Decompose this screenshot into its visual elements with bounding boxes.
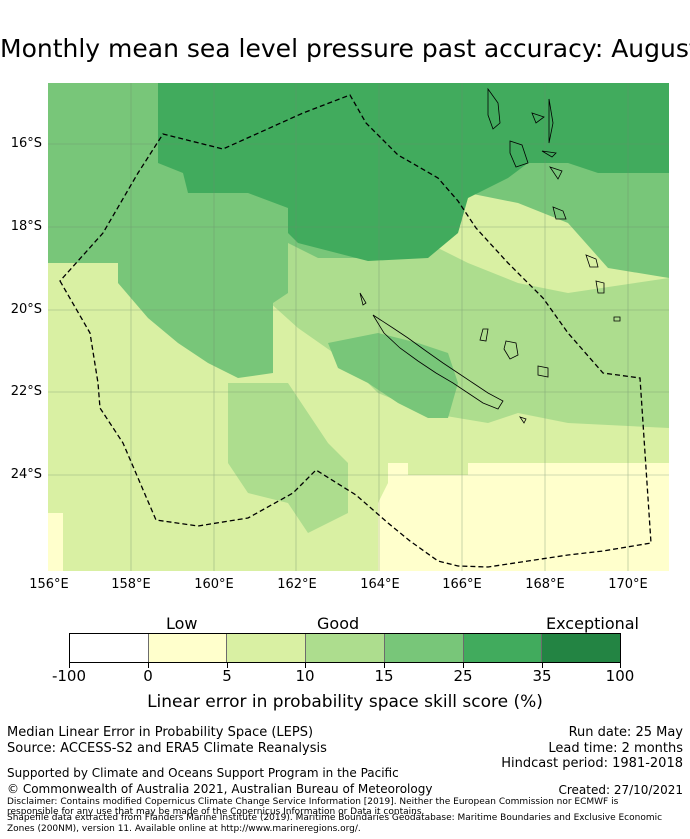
colorbar: [69, 633, 621, 663]
colorbar-segment: [384, 634, 464, 662]
colorbar-tick: [463, 663, 464, 668]
map-title: Monthly mean sea level pressure past acc…: [0, 34, 690, 63]
legend-category-good: Good: [317, 614, 360, 633]
colorbar-tick: [620, 663, 621, 668]
lon-label-170e: 170°E: [608, 577, 648, 592]
coastlines: [359, 87, 621, 424]
colorbar-tick-label: 15: [374, 667, 394, 685]
footer-supported: Supported by Climate and Oceans Support …: [7, 766, 399, 780]
colorbar-tick: [305, 663, 306, 668]
zone-0-5: [378, 463, 669, 571]
footer-hindcast: Hindcast period: 1981-2018: [501, 756, 683, 771]
colorbar-segment: [306, 634, 385, 662]
lat-label-18s: 18°S: [10, 219, 42, 234]
colorbar-segment: [148, 634, 228, 662]
colorbar-tick-label: 10: [295, 667, 315, 685]
graticule: [48, 83, 669, 571]
legend-category-exceptional: Exceptional: [546, 614, 639, 633]
colorbar-tick: [227, 663, 228, 668]
lat-label-22s: 22°S: [10, 384, 42, 399]
colorbar-tick-label: 25: [453, 667, 473, 685]
lat-label-20s: 20°S: [10, 302, 42, 317]
skill-map: [48, 83, 669, 571]
colorbar-tick: [542, 663, 543, 668]
shapefile-line-2: Zones (200NM), version 11. Available onl…: [7, 824, 361, 834]
disclaimer-line-2: responsible for any use that may be made…: [7, 807, 425, 817]
zone-25-35: [158, 83, 669, 261]
colorbar-tick-label: -100: [51, 667, 87, 685]
lon-label-162e: 162°E: [277, 577, 317, 592]
lon-label-160e: 160°E: [194, 577, 234, 592]
vanuatu-islands: [487, 87, 501, 130]
colorbar-tick: [148, 663, 149, 668]
colorbar-tick: [384, 663, 385, 668]
lon-label-156e: 156°E: [29, 577, 69, 592]
colorbar-tick-label: 35: [532, 667, 552, 685]
lon-label-158e: 158°E: [111, 577, 151, 592]
skill-map-svg: [48, 83, 669, 571]
lon-label-166e: 166°E: [442, 577, 482, 592]
lat-label-16s: 16°S: [10, 136, 42, 151]
colorbar-tick-label: 5: [222, 667, 232, 685]
zone-15-25-centre: [328, 333, 458, 418]
colorbar-tick-label: 100: [605, 667, 635, 685]
footer-created: Created: 27/10/2021: [558, 783, 683, 797]
lon-label-164e: 164°E: [360, 577, 400, 592]
lon-label-168e: 168°E: [525, 577, 565, 592]
footer-copyright: © Commonwealth of Australia 2021, Austra…: [7, 782, 433, 796]
shapefile-line-1: Shapefile data extracted from Flanders M…: [7, 813, 663, 823]
colorbar-segment: [542, 634, 621, 662]
colorbar-segment: [70, 634, 149, 662]
eez-boundary: [59, 94, 652, 568]
colorbar-tick-label: 0: [143, 667, 153, 685]
legend-category-low: Low: [166, 614, 198, 633]
lat-label-24s: 24°S: [10, 467, 42, 482]
footer-source: Source: ACCESS-S2 and ERA5 Climate Reana…: [7, 741, 327, 756]
colorbar-tick: [69, 663, 70, 668]
footer-run-date: Run date: 25 May: [568, 725, 683, 740]
colorbar-segment: [227, 634, 307, 662]
new-caledonia: [372, 314, 504, 410]
footer-lead-time: Lead time: 2 months: [548, 741, 683, 756]
zone-0-5-left: [48, 513, 63, 571]
footer-method: Median Linear Error in Probability Space…: [7, 725, 314, 740]
disclaimer-line-1: Disclaimer: Contains modified Copernicus…: [7, 797, 619, 807]
colorbar-segment: [463, 634, 543, 662]
colorbar-title: Linear error in probability space skill …: [147, 692, 543, 712]
zone-10-15-south: [228, 383, 348, 533]
